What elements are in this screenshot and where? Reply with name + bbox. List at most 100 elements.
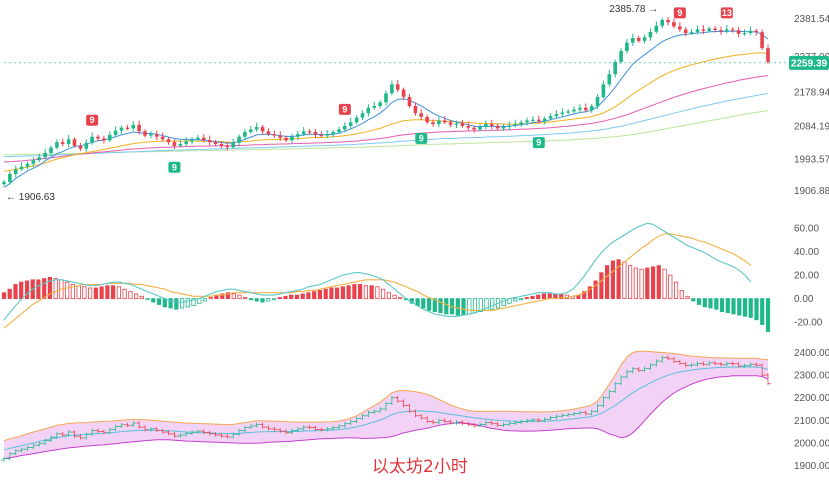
candle-body bbox=[490, 124, 494, 126]
macd-histogram-bar bbox=[380, 288, 386, 300]
macd-histogram-bar bbox=[42, 278, 47, 300]
macd-histogram-bar bbox=[346, 285, 351, 300]
candle-body bbox=[678, 26, 682, 30]
candle-body bbox=[542, 118, 547, 122]
candle-body bbox=[531, 119, 535, 121]
macd-histogram-bar bbox=[731, 298, 736, 315]
signal-badge: 9 bbox=[532, 137, 545, 149]
candle-body bbox=[219, 144, 224, 146]
macd-histogram-bar bbox=[185, 298, 190, 308]
candle-body bbox=[137, 124, 141, 132]
candle-body bbox=[60, 142, 65, 144]
candle-body bbox=[55, 142, 59, 148]
candle-body bbox=[149, 134, 153, 136]
macd-histogram-bar bbox=[122, 288, 127, 300]
current-price-badge bbox=[789, 55, 829, 70]
candle-body bbox=[566, 111, 570, 113]
macd-histogram-bar bbox=[760, 298, 765, 325]
bollinger-middle-line bbox=[3, 366, 769, 451]
candle-body bbox=[454, 123, 459, 125]
macd-histogram-bar bbox=[633, 267, 639, 300]
bollinger-panel bbox=[1, 350, 771, 462]
macd-histogram-bar bbox=[88, 287, 93, 300]
candle-body bbox=[672, 22, 676, 27]
macd-histogram-bar bbox=[645, 267, 650, 300]
macd-histogram-bar bbox=[323, 288, 328, 300]
macd-histogram-bar bbox=[467, 298, 472, 315]
candle-body bbox=[742, 33, 747, 35]
bollinger-upper-line bbox=[3, 350, 769, 442]
macd-histogram-bar bbox=[754, 298, 759, 321]
macd-histogram-bar bbox=[610, 260, 616, 299]
candle-body bbox=[683, 29, 688, 33]
macd-histogram-bar bbox=[392, 294, 397, 300]
candle-body bbox=[390, 84, 394, 94]
candle-body bbox=[249, 129, 253, 132]
macd-histogram-bar bbox=[19, 281, 24, 300]
candle-body bbox=[190, 139, 194, 142]
signal-badge-label: 9 bbox=[677, 8, 682, 18]
candle-body bbox=[13, 169, 18, 174]
moving-average-line bbox=[3, 75, 769, 163]
candle-body bbox=[525, 120, 529, 123]
candle-body bbox=[730, 29, 735, 31]
signal-badge: 9 bbox=[673, 7, 686, 19]
macd-histogram-bar bbox=[398, 297, 403, 300]
macd-histogram-bar bbox=[317, 289, 323, 300]
macd-histogram-bar bbox=[501, 298, 506, 307]
signal-badge-label: 9 bbox=[536, 138, 541, 148]
candle-body bbox=[96, 136, 100, 139]
macd-histogram-bar bbox=[306, 292, 311, 300]
candle-body bbox=[460, 123, 465, 126]
signal-badge-bg bbox=[338, 103, 351, 115]
candle-body bbox=[272, 134, 277, 136]
candle-body bbox=[178, 144, 183, 146]
macd-histogram-bar bbox=[668, 274, 673, 300]
candle-body bbox=[108, 134, 112, 141]
bollinger-tick-label: 2000.00 bbox=[794, 438, 829, 449]
macd-histogram-bar bbox=[656, 265, 661, 300]
candle-body bbox=[66, 139, 71, 144]
macd-histogram-bar bbox=[679, 289, 684, 300]
macd-histogram-bar bbox=[243, 297, 248, 300]
candle-body bbox=[472, 127, 476, 130]
signal-badge: 9 bbox=[168, 161, 181, 173]
macd-histogram-bar bbox=[231, 293, 236, 299]
candle-body bbox=[748, 30, 753, 33]
moving-average-line bbox=[3, 52, 769, 172]
candle-body bbox=[501, 127, 506, 129]
macd-histogram-bar bbox=[582, 291, 587, 300]
candle-body bbox=[719, 30, 723, 32]
candle-body bbox=[407, 97, 412, 106]
candle-body bbox=[278, 135, 282, 138]
macd-histogram-bar bbox=[162, 298, 167, 308]
candle-body bbox=[401, 89, 406, 97]
candle-body bbox=[760, 32, 764, 49]
moving-average-line bbox=[4, 93, 769, 158]
bollinger-tick-label: 2300.00 bbox=[794, 371, 829, 382]
macd-histogram-bar bbox=[616, 259, 621, 300]
candle-body bbox=[313, 132, 318, 135]
price-tick-label: 2084.19 bbox=[794, 122, 829, 133]
macd-histogram-bar bbox=[24, 280, 30, 299]
macd-histogram-bar bbox=[357, 284, 363, 300]
macd-histogram-bar bbox=[139, 295, 144, 300]
candle-body bbox=[572, 109, 576, 112]
macd-histogram-bar bbox=[220, 293, 225, 299]
candle-body bbox=[25, 163, 30, 167]
candle-body bbox=[442, 120, 447, 123]
macd-histogram-bar bbox=[478, 298, 483, 313]
candle-body bbox=[254, 127, 259, 130]
macd-histogram-bar bbox=[300, 293, 305, 299]
candle-body bbox=[695, 29, 700, 32]
macd-histogram-bar bbox=[593, 280, 598, 299]
macd-histogram-bar bbox=[202, 298, 208, 302]
candle-body bbox=[337, 129, 341, 132]
signal-badge-bg bbox=[720, 7, 733, 19]
candle-body bbox=[466, 125, 471, 128]
candle-body bbox=[284, 137, 288, 141]
candle-body bbox=[484, 124, 488, 127]
price-tick-label: 2178.94 bbox=[794, 87, 829, 98]
candle-body bbox=[554, 114, 559, 117]
macd-histogram-bar bbox=[105, 285, 110, 300]
